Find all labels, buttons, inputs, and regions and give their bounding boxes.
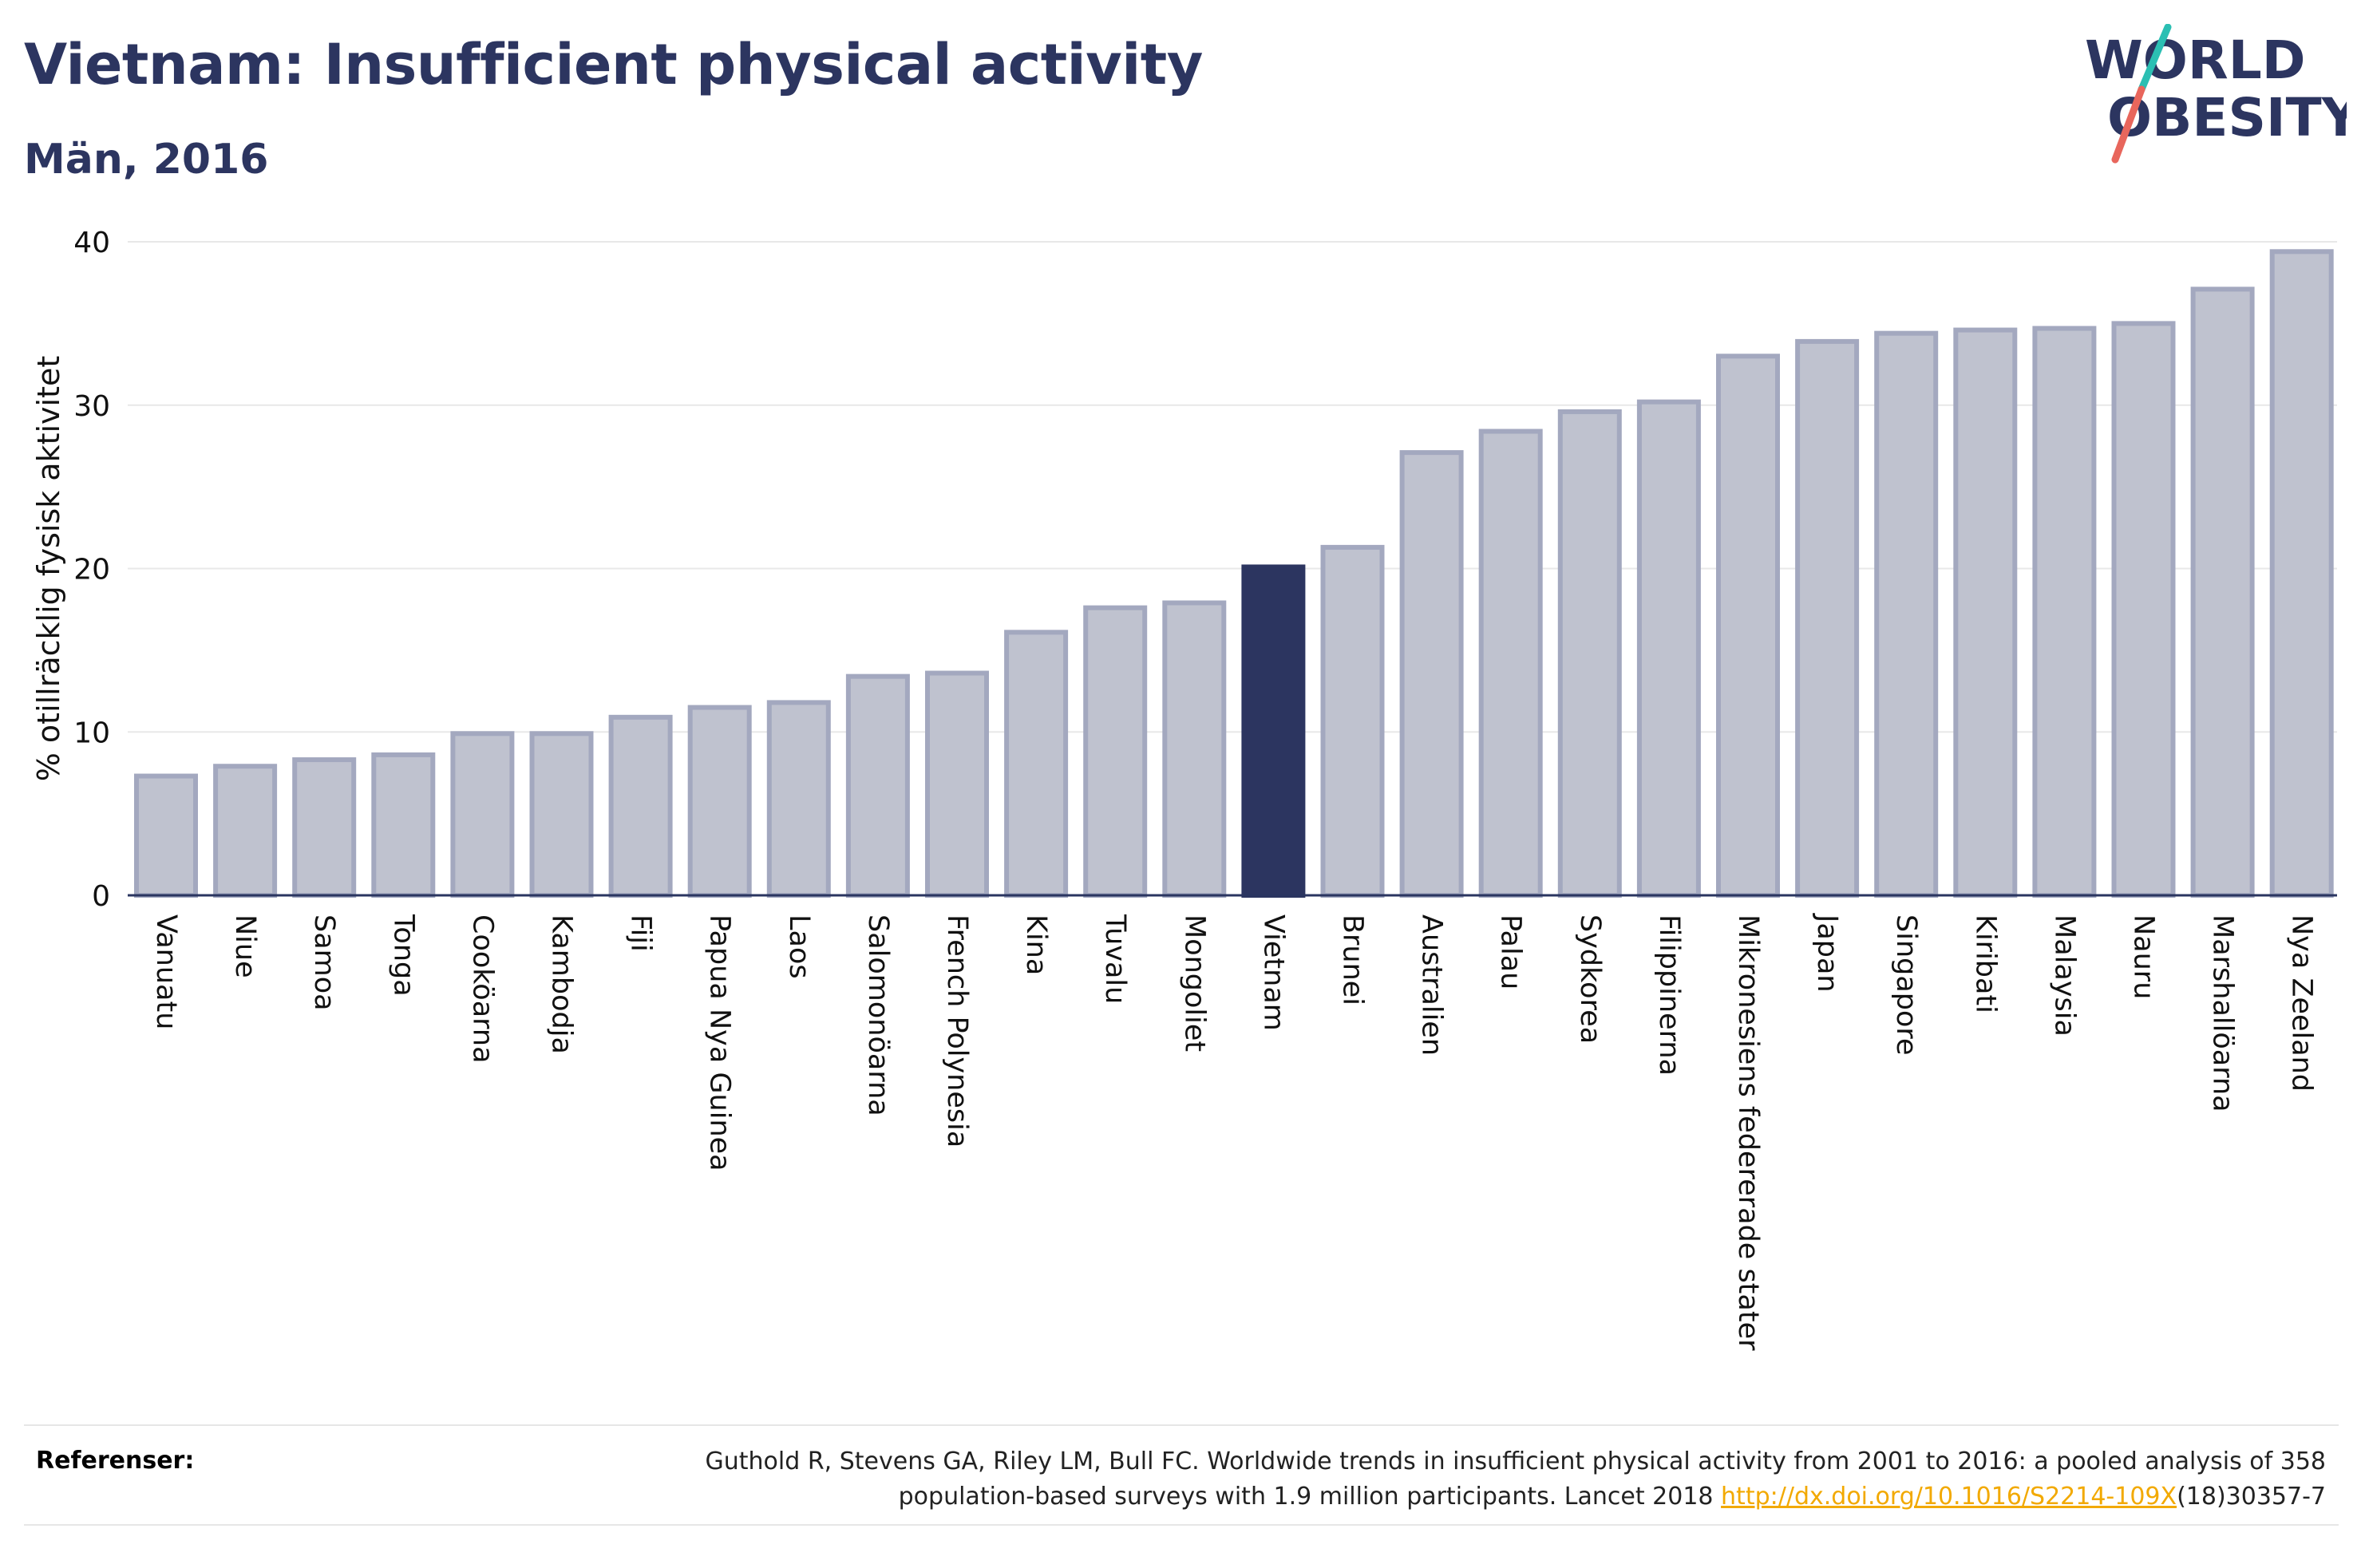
bar-niue xyxy=(213,764,278,898)
bar-mikronesiens-federerade-stater xyxy=(1716,353,1780,898)
bar-fiji xyxy=(608,714,673,899)
bar-japan xyxy=(1795,338,1860,898)
x-tick-label: Kiribati xyxy=(1969,914,2001,1013)
x-tick-label: Brunei xyxy=(1337,914,1369,1005)
reference-line1: Guthold R, Stevens GA, Riley LM, Bull FC… xyxy=(705,1448,2326,1475)
y-tick-label: 40 xyxy=(73,227,110,259)
references-text: Guthold R, Stevens GA, Riley LM, Bull FC… xyxy=(490,1444,2326,1515)
x-tick-label: Kina xyxy=(1020,914,1052,975)
x-tick-label: Vanuatu xyxy=(150,914,182,1029)
bar-laos xyxy=(766,700,831,899)
x-tick-label: Vietnam xyxy=(1257,914,1289,1031)
bar-malaysia xyxy=(2032,326,2097,898)
x-tick-label: Malaysia xyxy=(2048,914,2080,1037)
bar-brunei xyxy=(1320,544,1385,898)
y-tick-label: 20 xyxy=(73,554,110,587)
x-tick-label: Palau xyxy=(1495,914,1527,989)
bar-marshallöarna xyxy=(2190,286,2255,898)
reference-doi-link[interactable]: http://dx.doi.org/10.1016/S2214-109X xyxy=(1721,1483,2177,1511)
bar-tuvalu xyxy=(1083,605,1148,898)
x-tick-label: Laos xyxy=(783,914,815,979)
bar-vanuatu xyxy=(134,773,198,898)
x-tick-label: Papua Nya Guinea xyxy=(704,914,736,1171)
x-tick-label: Marshallöarna xyxy=(2207,914,2239,1112)
x-tick-label: Australien xyxy=(1416,914,1448,1056)
reference-suffix: (18)30357-7 xyxy=(2177,1483,2326,1511)
bar-filippinerna xyxy=(1636,399,1701,898)
bar-kambodja xyxy=(529,731,594,898)
bars xyxy=(134,249,2334,899)
bar-kiribati xyxy=(1953,327,2018,898)
bar-singapore xyxy=(1874,330,1939,899)
x-tick-label: Nya Zeeland xyxy=(2286,914,2318,1092)
bar-mongoliet xyxy=(1162,600,1227,898)
y-tick-label: 10 xyxy=(73,717,110,749)
x-tick-label: Salomonöarna xyxy=(862,914,894,1116)
y-tick-label: 0 xyxy=(92,880,110,913)
bar-nya-zeeland xyxy=(2269,249,2334,899)
logo-slash-top xyxy=(2138,24,2172,93)
x-tick-label: Filippinerna xyxy=(1653,914,1685,1076)
x-tick-label: Fiji xyxy=(625,914,657,952)
bar-papua-nya-guinea xyxy=(687,705,752,898)
bar-kina xyxy=(1004,630,1069,898)
bar-tonga xyxy=(371,752,436,898)
y-tick-labels: 0 10 20 30 40 xyxy=(73,227,110,913)
x-tick-label: Cooköarna xyxy=(466,914,498,1064)
logo-line1: WORLD xyxy=(2085,30,2306,91)
x-tick-label: Tonga xyxy=(387,914,419,997)
x-tick-label: Tuvalu xyxy=(1099,914,1131,1004)
bar-salomonöarna xyxy=(845,673,910,898)
reference-divider-top xyxy=(24,1424,2339,1426)
bar-palau xyxy=(1478,429,1543,898)
x-tick-labels: Vanuatu Niue Samoa Tonga Cooköarna Kambodja Fi… xyxy=(150,913,2318,1351)
reference-line2: population-based surveys with 1.9 millio… xyxy=(898,1483,1722,1511)
x-tick-label: Nauru xyxy=(2128,914,2160,999)
bar-samoa xyxy=(292,757,357,898)
reference-divider-bottom xyxy=(24,1524,2339,1526)
y-tick-label: 30 xyxy=(73,390,110,423)
y-axis-label: % otillräcklig fysisk aktivitet xyxy=(31,356,66,782)
x-tick-label: Japan xyxy=(1811,913,1843,993)
x-tick-label: Mongoliet xyxy=(1178,914,1210,1052)
logo-slash-bottom xyxy=(2111,85,2145,164)
bar-vietnam xyxy=(1241,564,1306,898)
x-tick-label: Singapore xyxy=(1890,914,1922,1056)
bar-australien xyxy=(1399,450,1464,898)
x-tick-label: Sydkorea xyxy=(1574,914,1606,1044)
chart-subtitle: Män, 2016 xyxy=(24,136,269,184)
bar-french-polynesia xyxy=(925,670,989,898)
world-obesity-logo: WORLD OBESITY xyxy=(2085,24,2347,164)
chart-title: Vietnam: Insufficient physical activity xyxy=(24,32,1203,97)
bar-cooköarna xyxy=(450,731,515,898)
logo-line2: OBESITY xyxy=(2107,87,2347,148)
x-tick-label: Niue xyxy=(229,914,261,978)
bar-nauru xyxy=(2111,321,2176,898)
bar-sydkorea xyxy=(1557,409,1622,898)
references-label: Referenser: xyxy=(36,1447,195,1475)
x-tick-label: French Polynesia xyxy=(941,914,973,1147)
x-tick-label: Kambodja xyxy=(546,914,578,1054)
x-tick-label: Mikronesiens federerade stater xyxy=(1732,914,1764,1351)
x-tick-label: Samoa xyxy=(308,914,340,1011)
